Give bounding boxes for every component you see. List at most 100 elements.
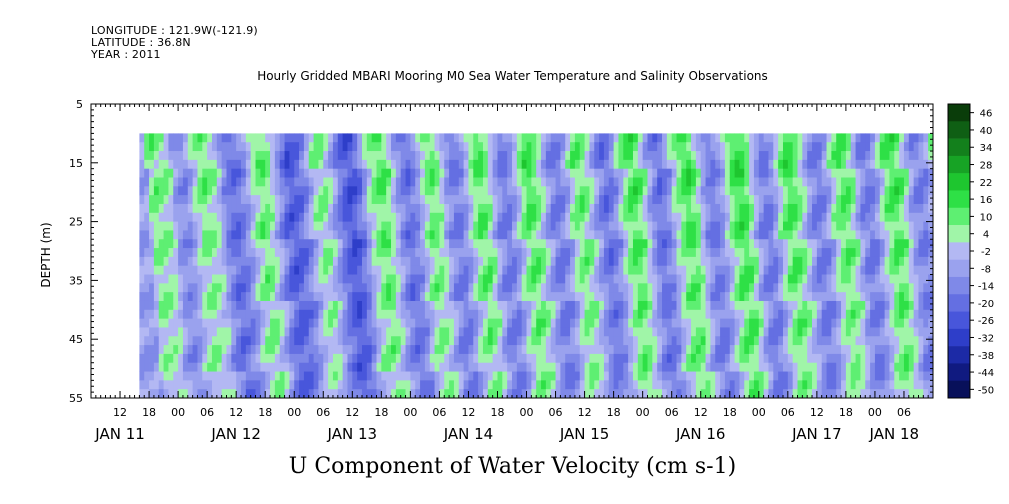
heatmap-cell — [357, 159, 363, 170]
heatmap-cell — [758, 230, 765, 240]
heatmap-cell — [139, 177, 145, 187]
heatmap-cell — [720, 265, 726, 275]
heatmap-cell — [550, 221, 556, 231]
heatmap-cell — [787, 345, 794, 355]
heatmap-cell — [139, 151, 145, 161]
heatmap-cell — [841, 327, 847, 337]
heatmap-cell — [865, 292, 871, 302]
heatmap-cell — [860, 256, 866, 267]
heatmap-cell — [274, 256, 281, 267]
heatmap-cell — [444, 203, 450, 214]
heatmap-cell — [289, 151, 295, 161]
heatmap-cell — [899, 142, 905, 152]
heatmap-cell — [216, 212, 223, 222]
heatmap-cell — [821, 300, 827, 311]
heatmap-cell — [570, 389, 576, 399]
heatmap-cell — [903, 177, 910, 187]
heatmap-cell — [874, 168, 881, 178]
heatmap-cell — [255, 168, 261, 178]
heatmap-cell — [715, 256, 721, 267]
heatmap-cell — [391, 318, 397, 328]
heatmap-cell — [753, 283, 760, 293]
heatmap-cell — [284, 389, 290, 399]
heatmap-cell — [163, 292, 169, 302]
heatmap-cell — [836, 371, 842, 381]
heatmap-cell — [676, 230, 682, 240]
heatmap-cell — [468, 151, 474, 161]
heatmap-cell — [666, 230, 673, 240]
heatmap-cell — [642, 203, 648, 214]
heatmap-cell — [236, 327, 242, 337]
heatmap-cell — [173, 389, 179, 399]
heatmap-cell — [463, 371, 469, 381]
heatmap-cell — [744, 186, 750, 196]
heatmap-cell — [555, 212, 561, 222]
heatmap-cell — [720, 212, 726, 222]
heatmap-cell — [221, 380, 227, 390]
heatmap-cell — [710, 248, 716, 258]
heatmap-cell — [337, 230, 344, 240]
heatmap-cell — [473, 309, 479, 320]
heatmap-cell — [753, 345, 760, 355]
heatmap-cell — [182, 195, 189, 205]
heatmap-cell — [153, 345, 160, 355]
heatmap-cell — [666, 195, 673, 205]
heatmap-cell — [870, 239, 876, 249]
heatmap-cell — [758, 353, 765, 364]
heatmap-cell — [647, 256, 653, 267]
heatmap-cell — [632, 327, 639, 337]
heatmap-cell — [458, 203, 465, 214]
heatmap-cell — [178, 362, 184, 372]
heatmap-cell — [294, 248, 300, 258]
heatmap-cell — [211, 203, 218, 214]
heatmap-cell — [768, 371, 774, 381]
heatmap-cell — [526, 265, 532, 275]
heatmap-cell — [415, 371, 421, 381]
heatmap-cell — [550, 362, 556, 372]
heatmap-cell — [681, 168, 687, 178]
heatmap-cell — [178, 230, 184, 240]
heatmap-cell — [439, 151, 445, 161]
heatmap-cell — [187, 133, 194, 143]
heatmap-cell — [923, 380, 929, 390]
heatmap-cell — [541, 309, 547, 320]
heatmap-cell — [400, 362, 406, 372]
heatmap-cell — [778, 389, 784, 399]
heatmap-cell — [744, 177, 750, 187]
heatmap-cell — [497, 221, 503, 231]
heatmap-cell — [313, 230, 319, 240]
heatmap-cell — [792, 283, 798, 293]
heatmap-cell — [400, 248, 406, 258]
heatmap-cell — [415, 292, 421, 302]
heatmap-cell — [376, 177, 382, 187]
heatmap-cell — [850, 371, 856, 381]
heatmap-cell — [482, 212, 489, 222]
heatmap-cell — [637, 362, 644, 372]
heatmap-cell — [308, 239, 314, 249]
heatmap-cell — [565, 389, 571, 399]
heatmap-cell — [594, 274, 600, 284]
heatmap-cell — [468, 142, 474, 152]
heatmap-cell — [632, 168, 639, 178]
heatmap-cell — [429, 168, 435, 178]
heatmap-cell — [874, 309, 881, 320]
heatmap-cell — [574, 203, 581, 214]
heatmap-cell — [531, 256, 537, 267]
heatmap-cell — [516, 327, 523, 337]
heatmap-cell — [420, 177, 426, 187]
heatmap-cell — [410, 177, 416, 187]
heatmap-cell — [202, 362, 208, 372]
heatmap-cell — [860, 380, 866, 390]
heatmap-cell — [574, 256, 581, 267]
heatmap-cell — [855, 389, 861, 399]
heatmap-cell — [729, 256, 735, 267]
heatmap-cell — [473, 177, 479, 187]
heatmap-cell — [487, 283, 494, 293]
heatmap-cell — [903, 133, 910, 143]
heatmap-cell — [807, 221, 813, 231]
heatmap-cell — [720, 142, 726, 152]
heatmap-cell — [313, 380, 319, 390]
heatmap-cell — [250, 230, 256, 240]
heatmap-cell — [521, 362, 527, 372]
heatmap-cell — [337, 318, 344, 328]
